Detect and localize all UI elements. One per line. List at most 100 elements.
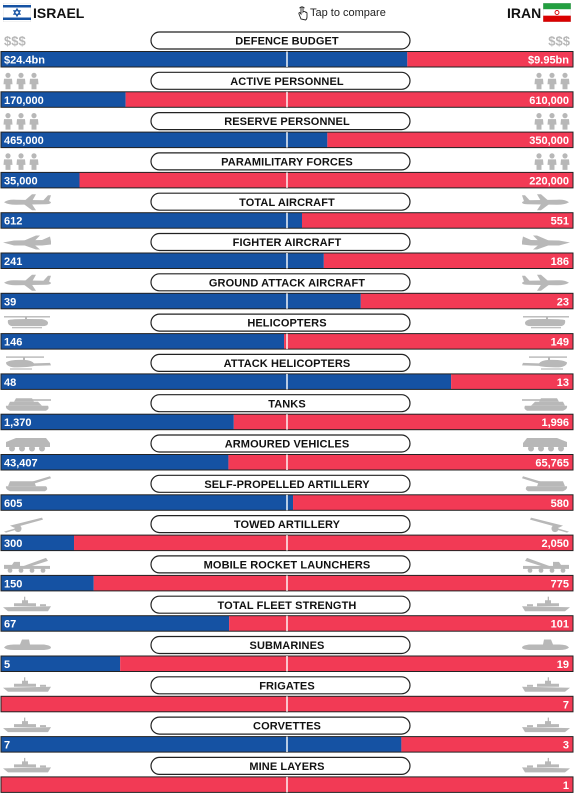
iran-bar — [407, 51, 573, 67]
iran-bar — [233, 414, 573, 430]
armoured-vehicle-icon — [6, 438, 50, 452]
category-label: PARAMILITARY FORCES — [221, 157, 353, 169]
israel-bar — [1, 51, 408, 67]
iran-label: IRAN — [507, 5, 542, 21]
attack-plane-icon — [522, 274, 569, 291]
category-pill — [150, 111, 411, 131]
fighter-jet-icon — [3, 235, 51, 250]
category-label: CORVETTES — [253, 721, 321, 733]
israel-value: 1,370 — [4, 417, 32, 429]
transport-helicopter-icon — [523, 316, 569, 329]
iran-bar — [74, 535, 574, 551]
israel-bar — [1, 535, 75, 551]
category-pill — [150, 434, 411, 453]
category-pill — [150, 555, 411, 574]
iran-bar — [120, 656, 574, 672]
category-pill — [150, 474, 411, 493]
center-marker — [286, 454, 288, 470]
comparison-row: SUBMARINES 5 19 — [0, 635, 574, 672]
iran-bar — [327, 132, 573, 148]
category-pill — [150, 192, 411, 211]
comparison-row: TANKS 1,370 1,996 — [0, 394, 574, 431]
transport-plane-icon — [522, 194, 569, 211]
iran-value: 2,050 — [541, 538, 569, 550]
iran-value: 1 — [563, 780, 569, 792]
category-pill — [150, 716, 411, 735]
category-label: TANKS — [268, 398, 306, 410]
israel-bar — [1, 91, 126, 108]
iran-value: 101 — [551, 619, 569, 631]
comparison-row: RESERVE PERSONNEL 465,000 350,000 — [0, 111, 574, 149]
iran-value: $9.95bn — [528, 55, 569, 67]
soldier-figures-icon — [3, 153, 39, 170]
israel-value: 300 — [4, 538, 22, 550]
iran-value: 350,000 — [529, 135, 569, 147]
soldier-figures-icon — [534, 153, 570, 170]
soldier-figures-icon — [3, 113, 39, 130]
comparison-row: CORVETTES 7 3 — [0, 716, 574, 753]
tap-to-compare-hint[interactable]: Tap to compare — [296, 5, 386, 21]
israel-value: $24.4bn — [4, 55, 45, 67]
category-label: GROUND ATTACK AIRCRAFT — [209, 277, 365, 289]
submarine-icon — [4, 639, 51, 650]
category-label: HELICOPTERS — [247, 318, 326, 330]
israel-value: 150 — [4, 578, 22, 590]
israel-bar — [1, 132, 328, 148]
category-label: TOTAL FLEET STRENGTH — [218, 600, 357, 612]
attack-helicopter-icon — [522, 356, 567, 370]
category-pill — [150, 514, 411, 534]
iran-value: 23 — [557, 296, 569, 308]
center-marker — [286, 51, 288, 67]
center-marker — [286, 736, 288, 753]
transport-helicopter-icon — [4, 316, 50, 329]
transport-plane-icon — [4, 194, 51, 211]
israel-value: 146 — [4, 337, 22, 349]
rocket-launcher-icon — [4, 557, 50, 573]
center-marker — [286, 293, 288, 309]
comparison-row: TOTAL FLEET STRENGTH 67 101 — [0, 595, 574, 632]
category-pill — [150, 313, 411, 332]
towed-gun-icon — [530, 517, 569, 533]
soldier-figures-icon — [3, 72, 39, 90]
iran-flag-icon — [543, 3, 571, 22]
center-marker — [286, 91, 288, 108]
israel-bar — [1, 414, 234, 430]
iran-bar — [228, 454, 573, 470]
israel-value: 170,000 — [4, 95, 44, 107]
center-marker — [286, 132, 288, 148]
center-marker — [286, 373, 288, 390]
comparison-row: SELF-PROPELLED ARTILLERY 605 580 — [0, 474, 574, 511]
fighter-jet-icon — [522, 235, 570, 250]
iran-value: 610,000 — [529, 95, 569, 107]
comparison-row: PARAMILITARY FORCES 35,000 220,000 — [0, 152, 574, 189]
category-pill — [150, 595, 411, 614]
center-marker — [286, 575, 288, 591]
center-marker — [286, 656, 288, 672]
iran-value: 7 — [563, 699, 569, 711]
soldier-figures-icon — [534, 113, 570, 130]
tap-hint-text: Tap to compare — [310, 6, 386, 19]
frigate-icon — [3, 677, 51, 692]
comparison-row: TOWED ARTILLERY 300 2,050 — [0, 514, 574, 552]
iran-bar — [229, 615, 573, 632]
israel-value: 43,407 — [4, 458, 38, 470]
center-marker — [286, 253, 288, 269]
header: ISRAEL Tap to compare IRAN — [0, 0, 574, 28]
israel-bar — [1, 373, 452, 390]
iran-value: 19 — [557, 659, 569, 671]
dollar-icon: $$$ — [548, 34, 570, 49]
mine-layer-icon — [522, 757, 570, 773]
iran-value: 186 — [551, 256, 569, 268]
israel-value: 241 — [4, 256, 22, 268]
iran-bar — [79, 172, 574, 188]
iran-value: 13 — [557, 377, 569, 389]
iran-bar — [284, 333, 573, 350]
attack-plane-icon — [4, 274, 51, 291]
center-marker — [286, 494, 288, 511]
category-pill — [150, 635, 411, 655]
israel-flag-icon — [3, 3, 31, 22]
category-pill — [150, 394, 411, 413]
israel-bar — [1, 293, 361, 309]
center-marker — [286, 212, 288, 229]
